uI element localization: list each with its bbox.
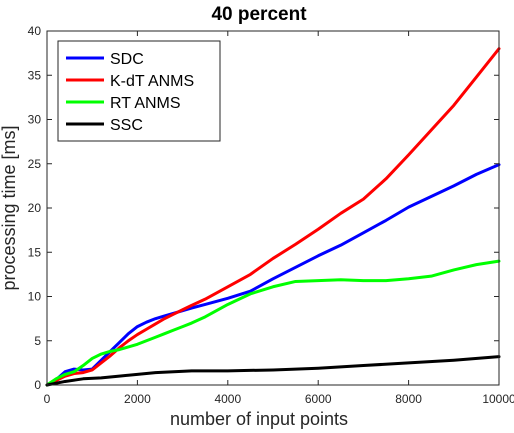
y-tick-label: 25 — [28, 157, 42, 171]
x-tick-label: 4000 — [214, 392, 241, 406]
y-tick-label: 15 — [28, 245, 42, 259]
y-tick-label: 30 — [28, 113, 42, 127]
y-axis-label: processing time [ms] — [0, 125, 19, 290]
axes-layer: 0 2000 4000 6000 8000 10000 0 5 10 15 20 25 30 35 40 — [28, 24, 514, 406]
x-tick-label: 10000 — [482, 392, 514, 406]
y-tick-label: 0 — [34, 378, 41, 392]
y-tick-label: 20 — [28, 201, 42, 215]
x-tick-label: 2000 — [124, 392, 151, 406]
y-tick-label: 35 — [28, 68, 42, 82]
series-line-ssc — [45, 355, 501, 387]
legend: SDC K-dT ANMS RT ANMS SSC — [57, 40, 221, 142]
y-tick-label: 40 — [28, 24, 42, 38]
series-line-rt-anms — [45, 259, 501, 387]
series-line-k-dt-anms — [45, 47, 501, 387]
series-layer — [45, 47, 501, 387]
legend-label: SDC — [110, 51, 144, 68]
legend-label: RT ANMS — [110, 95, 181, 112]
y-tick-label: 10 — [28, 290, 42, 304]
x-tick-label: 8000 — [395, 392, 422, 406]
chart-title: 40 percent — [211, 4, 307, 25]
x-tick-label: 6000 — [305, 392, 332, 406]
x-axis-label: number of input points — [170, 409, 348, 429]
legend-label: SSC — [110, 117, 143, 134]
legend-label: K-dT ANMS — [110, 73, 194, 90]
y-tick-label: 5 — [34, 334, 41, 348]
x-tick-label: 0 — [44, 392, 51, 406]
